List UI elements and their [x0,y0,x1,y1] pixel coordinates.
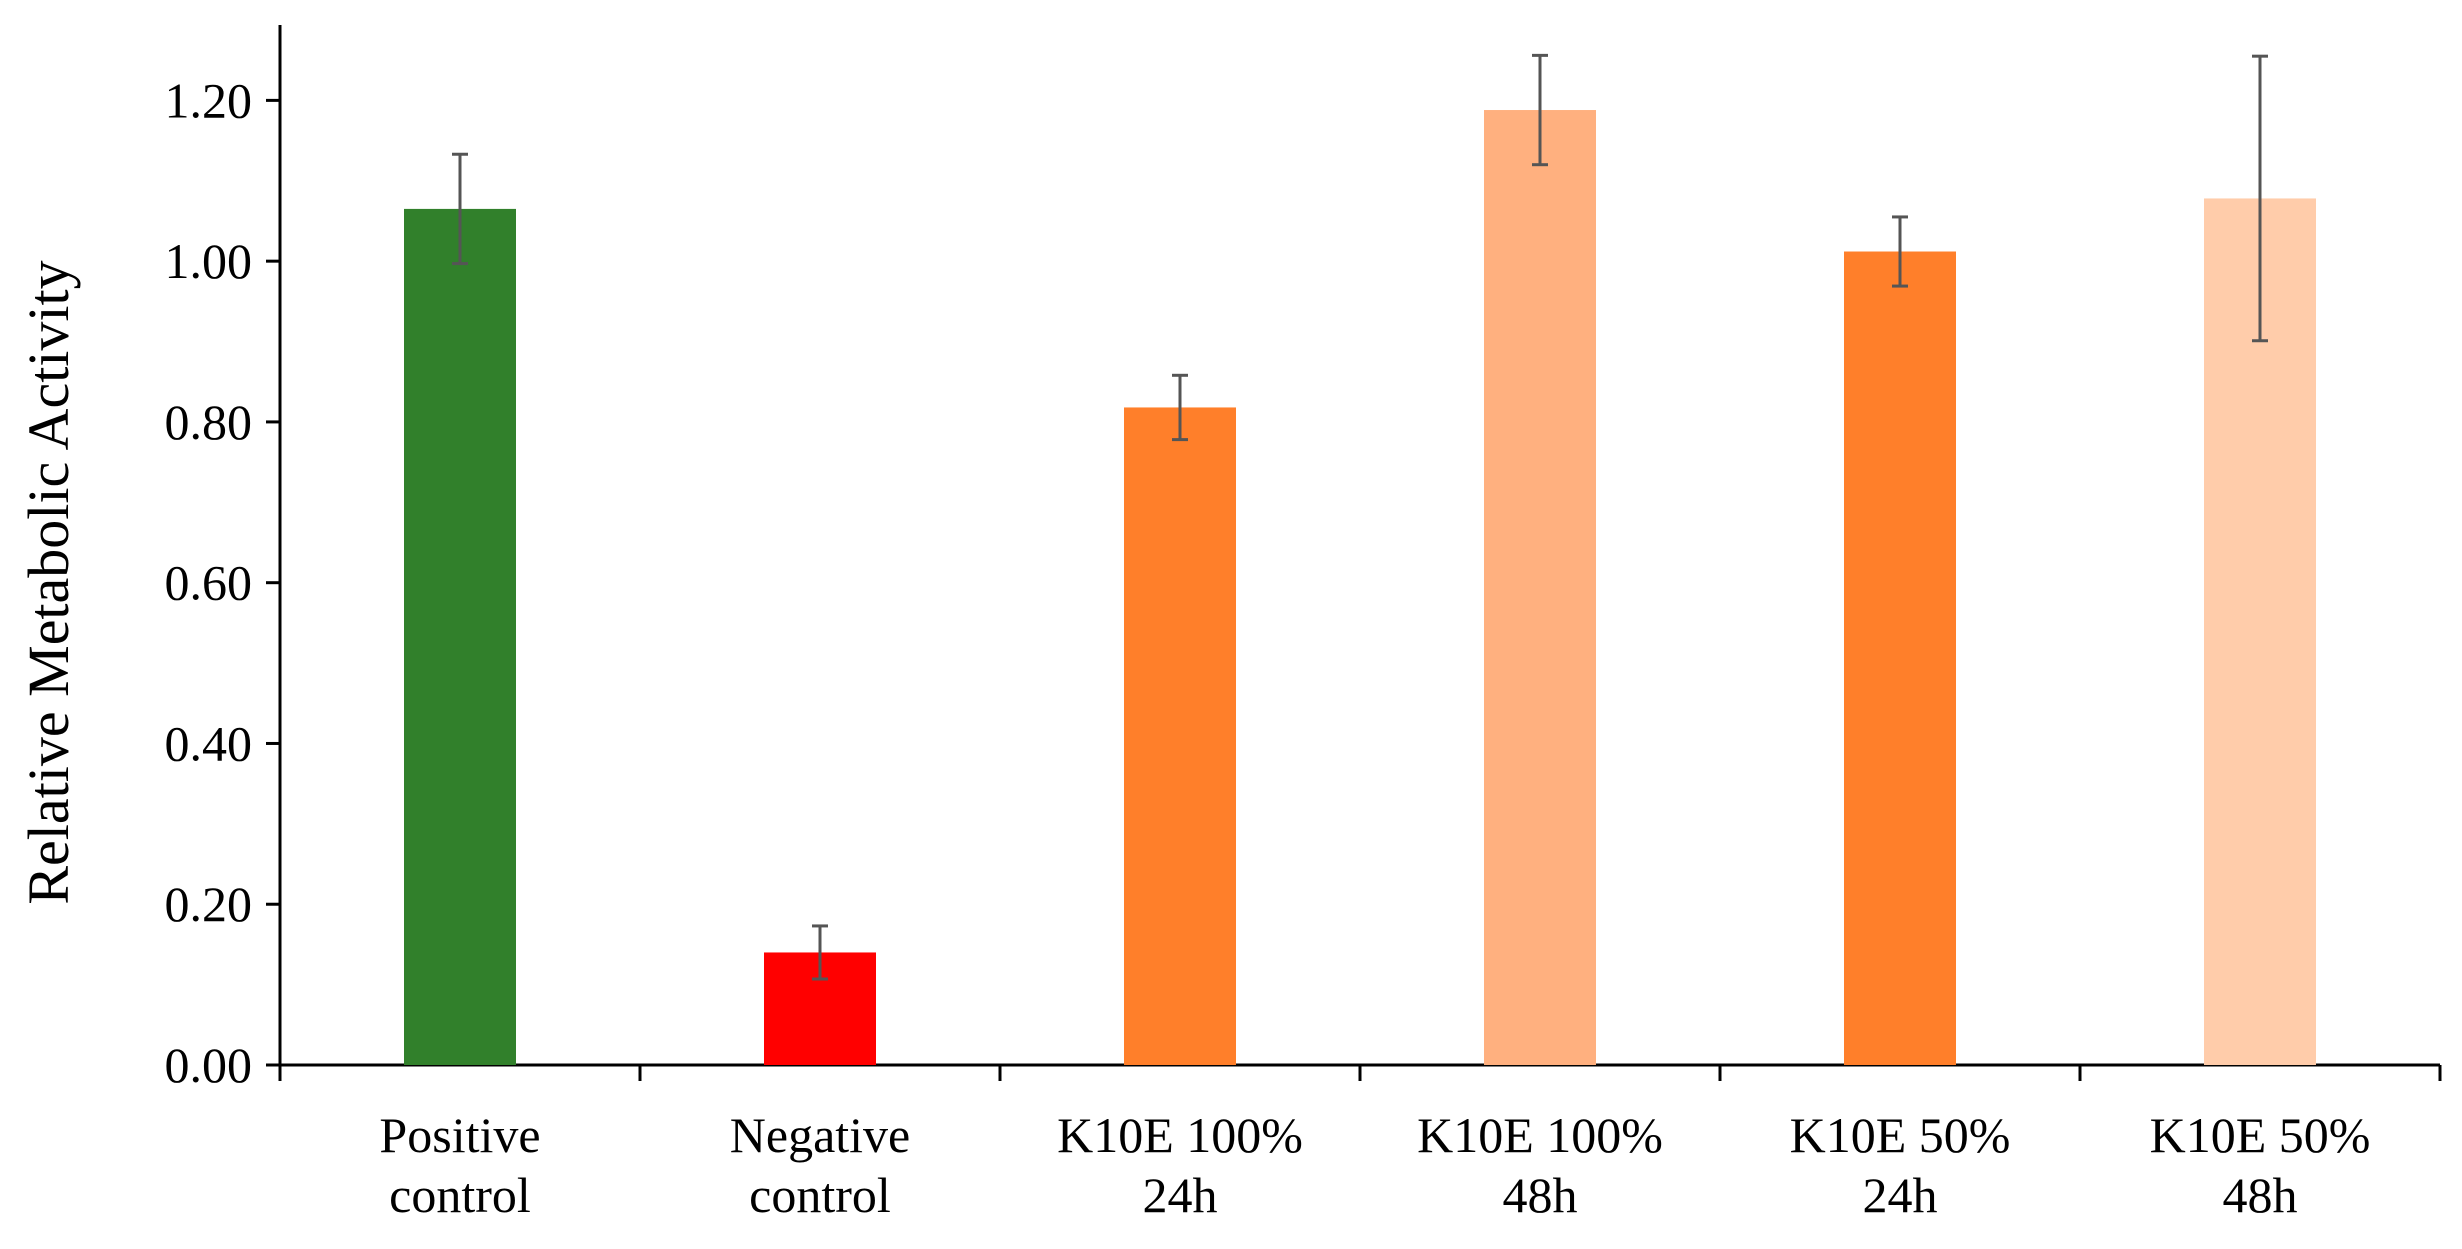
category-label: Negative control [730,1107,910,1223]
category-label-line: K10E 50% [2150,1107,2371,1163]
category-label-line: K10E 100% [1417,1107,1663,1163]
category-label-line: K10E 50% [1790,1107,2011,1163]
y-axis: 0.00 0.20 0.40 0.60 0.80 1.00 1.20 [165,25,282,1093]
y-tick-label: 1.20 [165,72,253,128]
y-tick-label: 1.00 [165,233,253,289]
x-axis [278,1063,2442,1081]
category-label: Positive control [379,1107,540,1223]
bar [1124,407,1236,1065]
bar [1844,251,1956,1065]
category-label-line: 24h [1863,1167,1938,1223]
error-bars [452,53,2268,981]
category-label-line: 48h [2223,1167,2298,1223]
category-label: K10E 50% 24h [1790,1107,2011,1223]
category-label: K10E 50% 48h [2150,1107,2371,1223]
category-label-line: control [389,1167,531,1223]
bar [2204,198,2316,1065]
category-label-line: 24h [1143,1167,1218,1223]
category-label: K10E 100% 48h [1417,1107,1663,1223]
bar [404,208,516,1066]
y-axis-title-group: Relative Metabolic Activity [16,260,81,904]
category-label: K10E 100% 24h [1057,1107,1303,1223]
y-tick-label: 0.60 [165,555,253,611]
y-tick-label: 0.20 [165,876,253,932]
category-label-line: 48h [1503,1167,1578,1223]
category-label-line: K10E 100% [1057,1107,1303,1163]
category-label-line: control [749,1167,891,1223]
y-tick-label: 0.40 [165,715,253,771]
y-tick-label: 0.80 [165,394,253,450]
category-label-line: Negative [730,1107,910,1163]
category-label-line: Positive [379,1107,540,1163]
bars [404,110,2316,1066]
y-tick-label: 0.00 [165,1037,253,1093]
bar [1484,110,1596,1066]
y-axis-title: Relative Metabolic Activity [16,260,81,904]
